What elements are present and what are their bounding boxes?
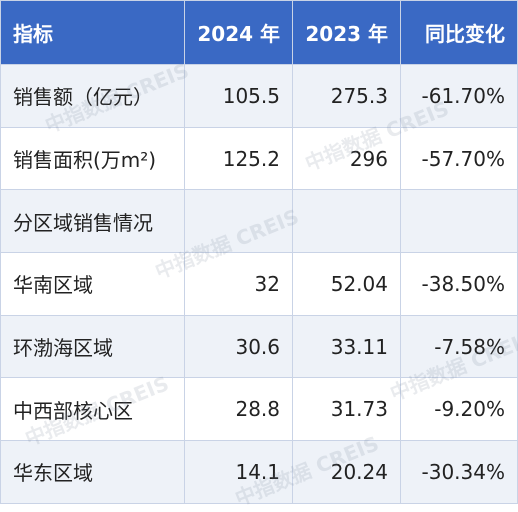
value-2023: 275.3 [292,64,401,128]
row-label: 销售面积(万m²) [0,126,185,191]
value-change [400,189,518,254]
header-yoy-change: 同比变化 [400,0,518,65]
row-label: 中西部核心区 [0,377,185,442]
value-2023: 52.04 [292,252,401,316]
value-2024 [184,189,293,254]
value-2024: 105.5 [184,64,293,128]
row-label: 华东区域 [0,440,185,504]
row-label: 分区域销售情况 [0,189,185,254]
value-2024: 32 [184,252,293,316]
value-2023: 20.24 [292,440,401,504]
row-label: 环渤海区域 [0,314,185,379]
value-2023: 296 [292,126,401,191]
value-change: -9.20% [400,377,518,442]
value-2023: 33.11 [292,314,401,379]
value-change: -7.58% [400,314,518,379]
table-row: 销售额（亿元） 105.5 275.3 -61.70% [0,64,518,128]
row-label: 销售额（亿元） [0,64,185,128]
value-2023 [292,189,401,254]
value-change: -61.70% [400,64,518,128]
header-row: 指标 2024 年 2023 年 同比变化 [0,0,518,65]
table-row: 分区域销售情况 [0,189,518,254]
value-2024: 125.2 [184,126,293,191]
table-row: 销售面积(万m²) 125.2 296 -57.70% [0,126,518,191]
table-row: 中西部核心区 28.8 31.73 -9.20% [0,377,518,442]
value-change: -38.50% [400,252,518,316]
value-change: -57.70% [400,126,518,191]
header-2023: 2023 年 [292,0,401,65]
header-2024: 2024 年 [184,0,293,65]
value-2023: 31.73 [292,377,401,442]
row-label: 华南区域 [0,252,185,316]
value-2024: 30.6 [184,314,293,379]
value-change: -30.34% [400,440,518,504]
header-indicator: 指标 [0,0,185,65]
table-row: 环渤海区域 30.6 33.11 -7.58% [0,314,518,379]
table-row: 华南区域 32 52.04 -38.50% [0,252,518,316]
value-2024: 14.1 [184,440,293,504]
table-row: 华东区域 14.1 20.24 -30.34% [0,440,518,504]
value-2024: 28.8 [184,377,293,442]
